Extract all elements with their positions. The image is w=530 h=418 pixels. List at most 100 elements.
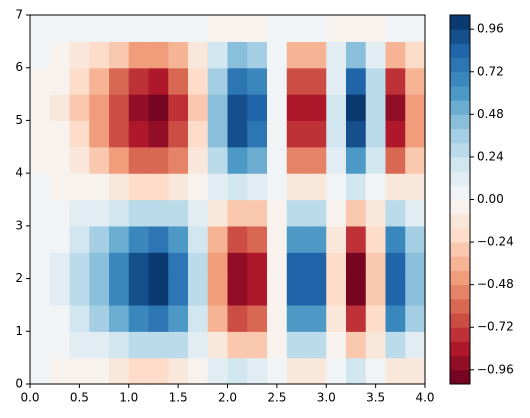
contour-cell: [365, 252, 387, 280]
contour-cell: [188, 357, 209, 385]
contour-cell: [346, 252, 367, 280]
contour-cell: [30, 225, 51, 253]
contour-cell: [326, 331, 347, 359]
x-tick-label: 3.5: [366, 391, 385, 405]
contour-cell: [365, 278, 387, 306]
contour-cell: [89, 41, 110, 69]
contour-cell: [89, 173, 110, 201]
contour-cell: [89, 278, 110, 306]
contour-cell: [207, 67, 229, 95]
contour-cell: [207, 278, 229, 306]
contour-cell: [267, 199, 288, 227]
contour-cell: [267, 146, 288, 174]
contour-cell: [267, 120, 288, 148]
contour-cell: [247, 304, 268, 332]
contour-cell: [306, 94, 327, 122]
contour-cell: [247, 15, 268, 42]
contour-cell: [109, 41, 130, 69]
contour-cell: [69, 304, 90, 332]
contour-cell: [267, 252, 288, 280]
contour-cell: [49, 120, 71, 148]
contour-cell: [30, 304, 51, 332]
colorbar-tick-label: 0.48: [477, 107, 504, 121]
contour-cell: [188, 146, 209, 174]
contour-cell: [30, 120, 51, 148]
contour-cell: [49, 41, 71, 69]
contour-cell: [109, 357, 130, 385]
contour-cell: [109, 94, 130, 122]
colorbar-tick-label: 0.96: [477, 22, 504, 36]
contour-cell: [30, 331, 51, 359]
contour-cell: [89, 199, 110, 227]
contour-cell: [30, 357, 51, 385]
contour-cell: [385, 67, 406, 95]
contour-cell: [49, 304, 71, 332]
contour-cell: [168, 15, 189, 42]
contour-cell: [286, 357, 308, 385]
contour-cell: [247, 146, 268, 174]
contour-cell: [109, 173, 130, 201]
contour-cell: [385, 94, 406, 122]
contour-cell: [69, 225, 90, 253]
contour-cell: [365, 199, 387, 227]
contour-cell: [405, 252, 426, 280]
contour-cell: [365, 225, 387, 253]
contour-cell: [69, 252, 90, 280]
contour-cell: [69, 15, 90, 42]
contour-cell: [227, 225, 248, 253]
contour-cell: [326, 67, 347, 95]
contour-cell: [148, 67, 169, 95]
contour-cell: [148, 357, 169, 385]
contour-cell: [306, 278, 327, 306]
contour-cell: [267, 304, 288, 332]
contour-field: [30, 15, 426, 385]
contour-cell: [49, 252, 71, 280]
contour-cell: [346, 331, 367, 359]
colorbar-tick-label: −0.96: [477, 362, 514, 376]
y-tick-label: 2: [15, 271, 23, 285]
colorbar-band: [450, 242, 470, 257]
colorbar-band: [450, 213, 470, 229]
contour-cell: [365, 120, 387, 148]
contour-cell: [286, 278, 308, 306]
contour-cell: [405, 146, 426, 174]
contour-cell: [326, 146, 347, 174]
contour-cell: [89, 252, 110, 280]
contour-cell: [385, 278, 406, 306]
contour-cell: [148, 252, 169, 280]
contour-cell: [365, 173, 387, 201]
contour-cell: [227, 199, 248, 227]
contour-cell: [30, 94, 51, 122]
contour-cell: [148, 120, 169, 148]
contour-cell: [168, 41, 189, 69]
contour-cell: [49, 67, 71, 95]
contour-cell: [247, 225, 268, 253]
contour-cell: [128, 146, 150, 174]
contour-cell: [168, 278, 189, 306]
contour-cell: [286, 225, 308, 253]
colorbar-band: [450, 227, 470, 243]
contour-cell: [267, 331, 288, 359]
contour-cell: [405, 41, 426, 69]
colorbar: −0.96 −0.72 −0.48 −0.24 0.00 0.24 0.48 0.72 0.96: [449, 14, 514, 385]
contour-cell: [49, 146, 71, 174]
contour-cell: [247, 94, 268, 122]
contour-cell: [49, 357, 71, 385]
contour-cell: [405, 94, 426, 122]
contour-cell: [346, 225, 367, 253]
contour-cell: [267, 357, 288, 385]
contour-cell: [247, 41, 268, 69]
colorbar-band: [450, 341, 470, 357]
contour-cell: [128, 173, 150, 201]
contour-cell: [89, 120, 110, 148]
contour-cell: [188, 173, 209, 201]
contour-cell: [188, 278, 209, 306]
contour-cell: [247, 67, 268, 95]
contour-cell: [326, 94, 347, 122]
x-tick-label: 2.0: [218, 391, 237, 405]
contour-cell: [227, 304, 248, 332]
colorbar-band: [450, 199, 470, 215]
contour-cell: [69, 278, 90, 306]
contour-cell: [89, 94, 110, 122]
